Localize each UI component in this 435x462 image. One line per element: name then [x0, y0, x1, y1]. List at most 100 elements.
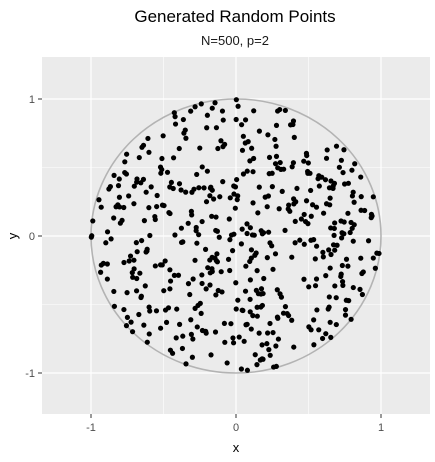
data-point — [292, 218, 298, 225]
data-point — [185, 220, 191, 226]
data-point — [213, 292, 219, 298]
data-point — [146, 304, 152, 310]
x-axis-label: x — [233, 440, 240, 455]
data-point — [131, 183, 137, 189]
data-point — [265, 132, 271, 138]
data-point — [345, 180, 351, 186]
data-point — [144, 339, 150, 345]
data-point — [111, 172, 117, 178]
data-point — [108, 236, 114, 242]
data-point — [182, 127, 188, 133]
data-point — [308, 327, 314, 333]
data-point — [196, 232, 202, 238]
data-point — [289, 254, 295, 260]
data-point — [129, 270, 135, 276]
data-point — [152, 263, 158, 269]
data-point — [242, 288, 249, 294]
data-point — [267, 320, 273, 327]
data-point — [192, 305, 198, 311]
data-point — [146, 149, 152, 155]
data-point — [282, 107, 288, 114]
data-point — [167, 267, 173, 273]
data-point — [313, 276, 320, 282]
data-point — [319, 174, 325, 180]
data-point — [194, 324, 200, 330]
data-point — [127, 253, 134, 259]
data-point — [190, 336, 196, 342]
data-point — [326, 304, 332, 310]
data-point — [290, 160, 297, 166]
data-point — [254, 362, 260, 368]
data-point — [123, 323, 130, 329]
data-point — [173, 335, 179, 341]
data-point — [211, 196, 217, 202]
data-point — [282, 304, 289, 310]
data-point — [326, 185, 333, 191]
data-point — [248, 247, 255, 253]
data-point — [320, 254, 326, 260]
data-point — [328, 334, 334, 340]
data-point — [185, 281, 192, 287]
data-point — [358, 207, 364, 213]
data-point — [88, 234, 94, 240]
data-point — [274, 314, 281, 320]
data-point — [250, 169, 256, 175]
data-point — [341, 147, 347, 153]
data-point — [122, 159, 128, 165]
data-point — [248, 326, 254, 332]
data-point — [333, 143, 340, 149]
data-point — [312, 283, 319, 289]
data-point — [275, 165, 281, 171]
data-point — [227, 195, 233, 201]
data-point — [305, 170, 311, 176]
data-point — [332, 247, 338, 253]
data-point — [244, 168, 250, 174]
data-point — [254, 313, 260, 319]
data-point — [264, 255, 270, 261]
data-point — [116, 176, 122, 182]
data-point — [304, 152, 310, 159]
data-point — [193, 228, 199, 234]
data-point — [346, 298, 352, 304]
data-point — [244, 321, 250, 327]
data-point — [233, 116, 239, 123]
data-point — [236, 334, 242, 340]
data-point — [292, 240, 298, 246]
y-tick-label: 0 — [29, 231, 35, 243]
data-point — [162, 258, 168, 264]
data-point — [141, 218, 147, 224]
data-point — [248, 255, 254, 261]
data-point — [104, 261, 110, 267]
data-point — [260, 230, 267, 236]
data-point — [244, 367, 251, 373]
data-point — [281, 166, 287, 172]
data-point — [359, 291, 365, 298]
data-point — [240, 171, 247, 177]
data-point — [104, 229, 111, 235]
data-point — [183, 135, 189, 141]
data-point — [224, 360, 230, 366]
data-point — [314, 307, 320, 313]
data-point — [161, 288, 167, 294]
data-point — [168, 179, 175, 186]
data-point — [191, 186, 197, 192]
data-point — [340, 169, 346, 176]
data-point — [219, 108, 226, 114]
data-point — [209, 266, 215, 272]
data-point — [326, 247, 332, 253]
data-point — [222, 339, 228, 345]
data-point — [122, 169, 128, 176]
data-point — [291, 344, 297, 350]
data-point — [141, 322, 147, 328]
data-point — [269, 170, 275, 176]
data-point — [302, 218, 309, 225]
data-point — [256, 330, 262, 336]
data-point — [198, 101, 204, 107]
data-point — [239, 147, 246, 153]
data-point — [311, 317, 317, 323]
data-point — [214, 228, 220, 234]
data-point — [116, 204, 123, 210]
data-point — [291, 201, 297, 207]
data-point — [220, 117, 226, 123]
data-point — [247, 158, 253, 164]
